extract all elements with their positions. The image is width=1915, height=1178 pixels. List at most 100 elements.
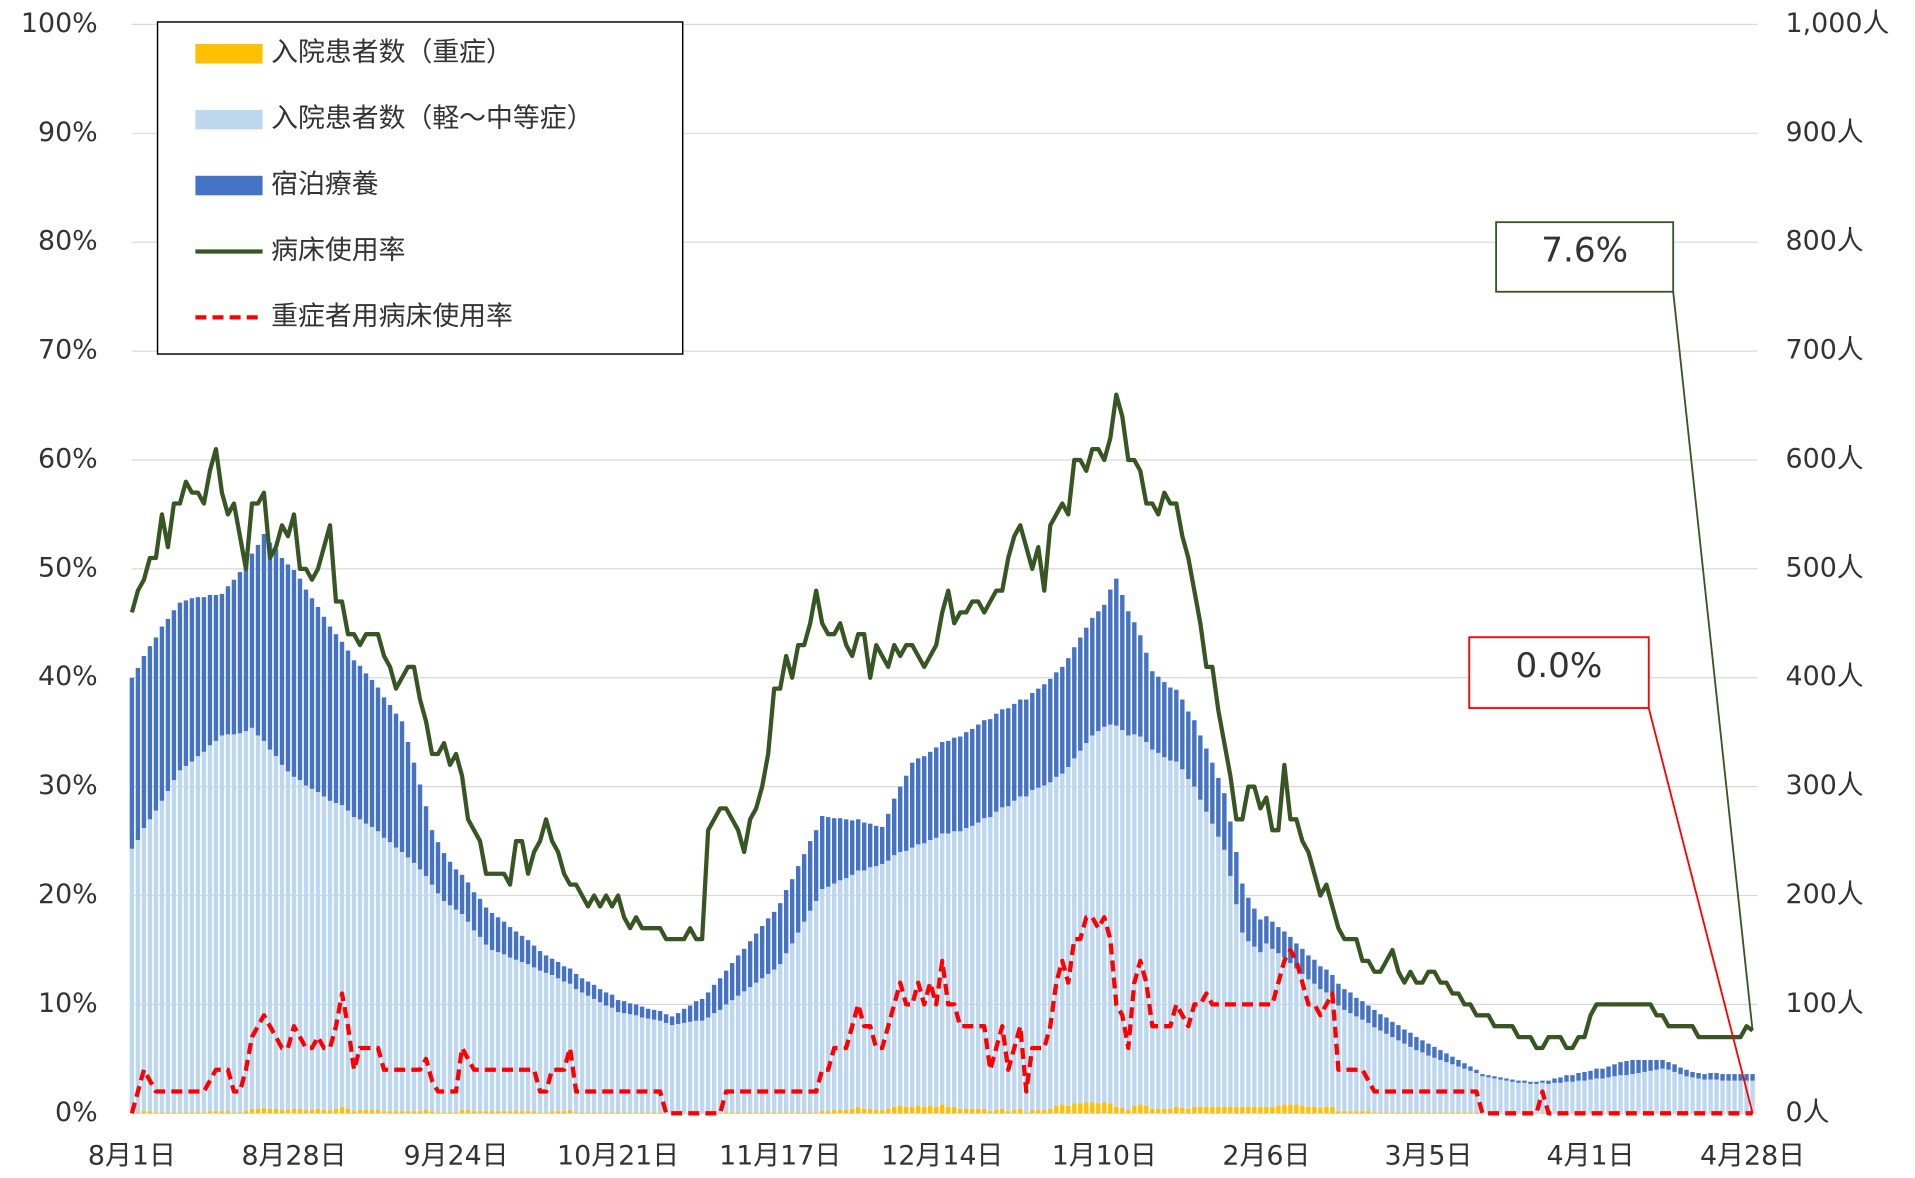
x-tick-label: 4月1日 — [1547, 1141, 1635, 1172]
bar — [1222, 793, 1227, 850]
bar — [1048, 782, 1053, 1109]
bar — [880, 1110, 885, 1114]
bar — [1012, 703, 1017, 801]
bar — [1684, 1069, 1689, 1077]
bar — [573, 973, 579, 990]
bar — [231, 579, 237, 735]
bar — [1066, 658, 1071, 768]
bar — [1396, 1025, 1401, 1041]
bar — [267, 749, 273, 1109]
bar — [1252, 908, 1257, 947]
bar — [489, 912, 495, 950]
bar — [1504, 1078, 1509, 1081]
bar — [1354, 997, 1359, 1017]
bar — [892, 1106, 897, 1114]
bar — [693, 1020, 699, 1114]
bar — [1666, 1062, 1671, 1070]
bar — [519, 1111, 525, 1114]
bar — [1708, 1079, 1713, 1114]
bar — [1648, 1059, 1653, 1071]
bar — [837, 818, 843, 881]
bar — [705, 992, 711, 1018]
bar — [393, 1111, 399, 1114]
annotation-label: 0.0% — [1516, 646, 1603, 686]
bar — [1504, 1080, 1509, 1114]
bar — [555, 961, 561, 979]
bar — [1120, 1107, 1125, 1114]
bar — [904, 850, 909, 1107]
bar — [1312, 1106, 1317, 1114]
bar — [321, 1110, 327, 1114]
bar — [1276, 927, 1281, 954]
bar — [585, 981, 591, 996]
bar — [1408, 1046, 1413, 1113]
bar — [171, 780, 177, 1113]
bar — [1198, 735, 1203, 800]
bar — [687, 1005, 693, 1022]
bar — [1312, 959, 1317, 984]
bar — [165, 618, 171, 791]
y-tick-label: 0% — [55, 1097, 98, 1128]
bar — [279, 1110, 285, 1114]
bar — [1168, 687, 1173, 761]
bar — [946, 1106, 951, 1114]
bar — [225, 734, 231, 1112]
bar — [1156, 676, 1161, 753]
bar — [1084, 1102, 1089, 1114]
annotation-label: 7.6% — [1541, 231, 1628, 271]
bar — [729, 963, 735, 1001]
bar — [681, 1022, 687, 1114]
bar — [507, 927, 513, 958]
bar — [898, 786, 903, 852]
bar — [1750, 1080, 1755, 1114]
bar — [886, 860, 891, 1109]
bar — [843, 819, 849, 879]
bar — [435, 842, 441, 894]
bar — [1330, 1106, 1335, 1114]
legend-label: 病床使用率 — [271, 235, 405, 266]
y-tick-label: 100% — [21, 8, 98, 39]
bar — [507, 1111, 513, 1114]
bar — [1156, 752, 1161, 1109]
bar — [297, 1108, 303, 1114]
bar — [1282, 931, 1287, 958]
bar — [1438, 1050, 1443, 1060]
line-series — [129, 915, 1753, 1116]
bar — [597, 1112, 603, 1114]
bar — [1606, 1077, 1611, 1114]
bar — [1720, 1074, 1725, 1081]
bar — [1486, 1077, 1491, 1114]
bar — [765, 918, 771, 974]
bar — [1492, 1076, 1497, 1079]
bar — [561, 1111, 567, 1114]
bar — [549, 958, 555, 976]
bar — [1258, 919, 1263, 953]
bar — [507, 957, 513, 1112]
bar — [831, 883, 837, 1111]
bar — [1060, 773, 1065, 1105]
bar — [747, 941, 753, 987]
bar — [1180, 699, 1185, 770]
bar — [609, 1112, 615, 1114]
bar — [1414, 1050, 1419, 1113]
bar — [291, 1108, 297, 1114]
bar — [189, 1112, 195, 1114]
bar — [513, 1111, 519, 1114]
bar — [1486, 1075, 1491, 1078]
bar — [874, 1110, 879, 1114]
bar — [1138, 1104, 1143, 1114]
bar — [453, 869, 459, 910]
bar — [591, 998, 597, 1113]
bar — [291, 776, 297, 1109]
bar — [1366, 1111, 1371, 1114]
bar — [1420, 1112, 1425, 1114]
bar — [297, 780, 303, 1109]
bar — [1012, 800, 1017, 1111]
bar — [795, 1112, 801, 1114]
bar — [795, 932, 801, 1113]
x-tick-label: 8月1日 — [88, 1141, 176, 1172]
bar — [1126, 611, 1131, 736]
bar — [825, 886, 831, 1112]
bar — [189, 598, 195, 762]
bar — [471, 930, 477, 1112]
